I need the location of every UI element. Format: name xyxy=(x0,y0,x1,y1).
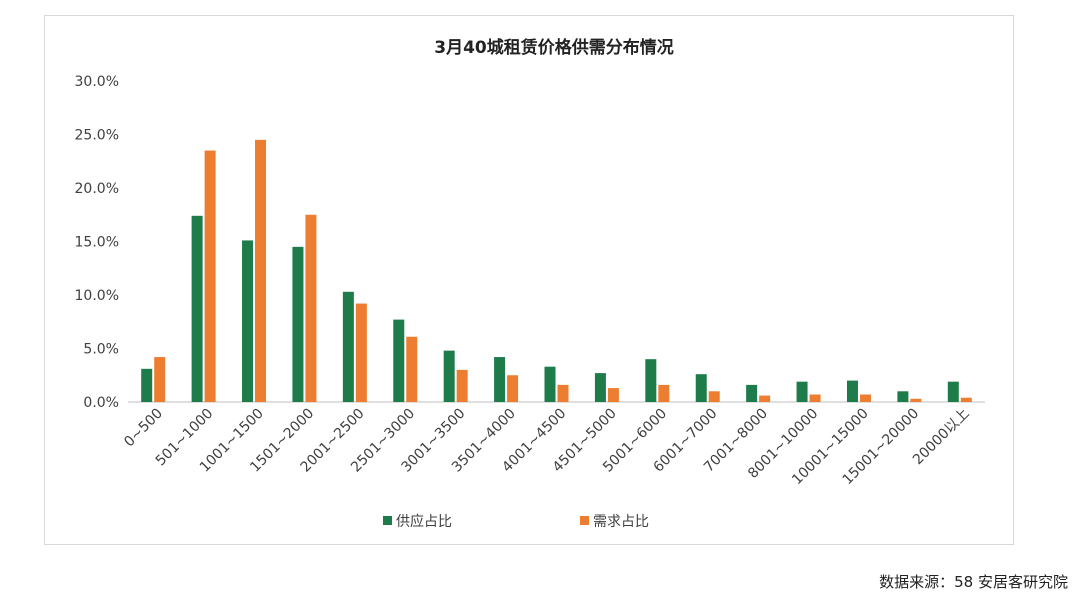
demand-bar xyxy=(355,303,367,402)
chart-frame xyxy=(44,15,1014,545)
supply-bar xyxy=(242,240,254,402)
demand-bar xyxy=(960,397,972,402)
demand-bar xyxy=(406,336,418,402)
supply-bar xyxy=(292,246,304,402)
legend-label-demand: 需求占比 xyxy=(593,514,649,530)
demand-bar xyxy=(557,384,569,402)
y-tick-label: 30.0% xyxy=(75,74,119,90)
y-tick-label: 25.0% xyxy=(75,128,119,144)
demand-bar xyxy=(204,150,216,402)
demand-bar xyxy=(708,391,720,402)
supply-bar xyxy=(846,380,858,402)
demand-bar xyxy=(456,369,468,402)
data-source-note: 数据来源：58 安居客研究院 xyxy=(879,573,1068,591)
y-tick-label: 5.0% xyxy=(83,342,119,358)
demand-bar xyxy=(910,398,922,402)
y-tick-label: 20.0% xyxy=(75,181,119,197)
supply-bar xyxy=(141,368,153,402)
demand-bar xyxy=(809,394,821,402)
supply-bar xyxy=(191,215,203,402)
demand-bar xyxy=(859,394,871,402)
supply-bar xyxy=(746,384,758,402)
supply-bar xyxy=(594,373,606,402)
supply-bar xyxy=(645,359,657,402)
x-tick-label: 0~500 xyxy=(121,406,166,451)
y-tick-label: 10.0% xyxy=(75,288,119,304)
demand-bar xyxy=(658,384,670,402)
supply-bar xyxy=(695,374,707,402)
demand-bar xyxy=(154,357,166,402)
supply-bar xyxy=(393,319,405,402)
chart-title: 3月40城租赁价格供需分布情况 xyxy=(434,37,674,58)
y-tick-label: 15.0% xyxy=(75,235,119,251)
legend-swatch-demand xyxy=(580,516,589,525)
demand-bar xyxy=(759,395,771,402)
supply-bar xyxy=(796,381,808,402)
supply-bar xyxy=(897,391,909,402)
supply-bar xyxy=(342,291,354,402)
legend-label-supply: 供应占比 xyxy=(396,513,452,530)
demand-bar xyxy=(305,214,317,402)
demand-bar xyxy=(507,375,519,402)
demand-bar xyxy=(607,388,619,402)
supply-bar xyxy=(947,381,959,402)
demand-bar xyxy=(255,139,267,402)
legend-swatch-supply xyxy=(383,516,392,525)
supply-bar xyxy=(443,350,455,402)
supply-bar xyxy=(544,366,556,402)
y-tick-label: 0.0% xyxy=(83,395,119,411)
supply-bar xyxy=(494,357,506,402)
